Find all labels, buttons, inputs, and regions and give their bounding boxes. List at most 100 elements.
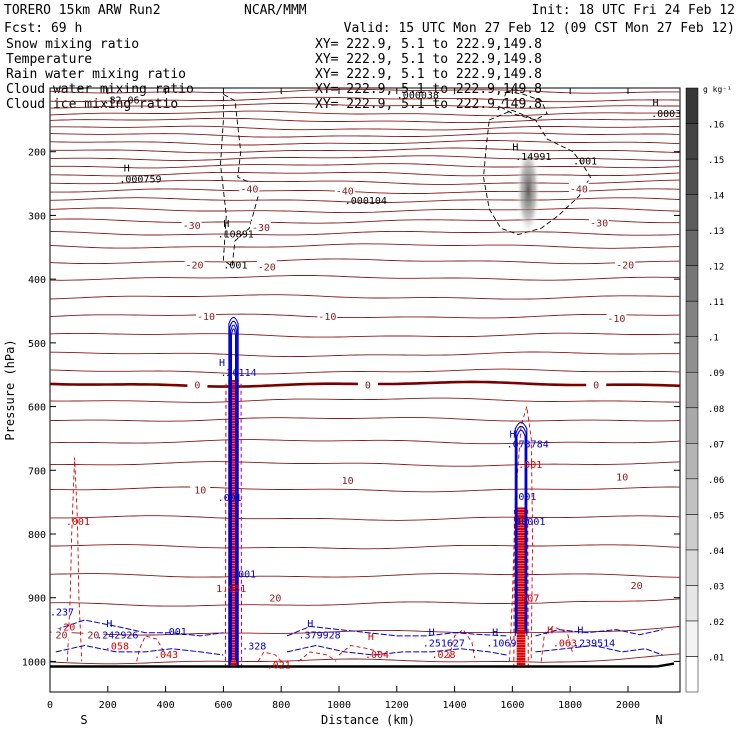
temperature-label: -10 (197, 312, 215, 323)
temperature-label-bg (184, 258, 205, 270)
colorbar-cell (685, 300, 699, 337)
temperature-label-bg (615, 258, 636, 270)
contour-annotation: .26114 (221, 368, 257, 379)
temperature-label: 20 (56, 631, 68, 642)
legend-label-cloud-ice: Cloud ice mixing ratio (6, 97, 178, 112)
contour-annotation: .028 (431, 650, 455, 661)
contour-annotation: 1.951 (216, 584, 246, 595)
temperature-contour (49, 258, 680, 265)
temperature-contour (49, 368, 681, 375)
cloud-water-contour (230, 328, 237, 661)
contour-annotation: H (547, 626, 553, 637)
colorbar-tick-label: .13 (708, 227, 724, 237)
legend-label-temperature: Temperature (6, 52, 92, 67)
x-tick-label: 800 (272, 700, 290, 711)
temperature-label-bg (187, 378, 208, 390)
temperature-label: 10 (616, 473, 628, 484)
x-tick-label: 1400 (443, 700, 467, 711)
legend-label-rain: Rain water mixing ratio (6, 67, 186, 82)
temperature-contour (49, 88, 680, 94)
contour-annotation: .001 (218, 493, 242, 504)
colorbar-cell (685, 585, 699, 622)
y-tick-label: 200 (28, 148, 46, 159)
y-axis-title: Pressure (hPa) (3, 339, 17, 440)
contour-annotation: .021 (267, 661, 291, 672)
rain-contours (66, 379, 574, 668)
temperature-contour (49, 110, 681, 117)
contour-annotation: .001 (66, 517, 90, 528)
contour-annotation: .058 (105, 641, 129, 652)
temperature-contours (49, 88, 681, 665)
contour-annotation: H (429, 627, 435, 638)
temperature-contour (49, 397, 681, 403)
colorbar-tick-label: .16 (708, 121, 724, 131)
colorbar-tick-label: .07 (708, 440, 724, 450)
x-tick-label: 600 (214, 700, 232, 711)
cloud-water-contour (286, 644, 507, 656)
y-tick-label: 800 (28, 530, 46, 541)
temperature-contour (50, 275, 680, 281)
legend: Snow mixing ratio XY= 222.9, 5.1 to 222.… (6, 37, 542, 112)
colorbar-cell (685, 443, 699, 480)
colorbar-cell (685, 194, 699, 231)
contour-annotation: .000104 (345, 196, 387, 207)
x-tick-label: 1800 (558, 700, 582, 711)
x-axis-title: Distance (km) (321, 713, 415, 727)
rain-contour (513, 508, 529, 668)
direction-end: N (655, 713, 662, 727)
contour-annotation: .237 (50, 608, 74, 619)
temperature-label-bg (317, 310, 338, 322)
cloud-water-contour (535, 644, 663, 656)
contour-annotation: H (223, 219, 229, 230)
colorbar-tick-label: .04 (708, 547, 724, 557)
contour-annotation: H (512, 143, 518, 154)
cloud-water-contour (55, 644, 224, 656)
contour-annotation: .063 (553, 638, 577, 649)
cloud-water-contour (535, 629, 663, 637)
temperature-contour (49, 417, 681, 422)
header-init: Init: 18 UTC Fri 24 Feb 12 (532, 3, 736, 18)
x-tick-label: 1000 (327, 700, 351, 711)
temperature-contour (49, 598, 681, 607)
cloud-water-contour (228, 316, 239, 668)
cloud-water-contour (55, 619, 224, 637)
temperature-contour (49, 626, 681, 636)
legend-xy-rain: XY= 222.9, 5.1 to 222.9,149.8 (315, 67, 542, 82)
contour-annotation: H (368, 632, 374, 643)
colorbar-cell (685, 620, 699, 657)
temperature-label: 0 (593, 380, 599, 391)
contour-annotation: H (106, 619, 112, 630)
colorbar-tick-label: .09 (708, 369, 724, 379)
colorbar-cell (685, 514, 699, 551)
y-tick-label: 1000 (22, 657, 46, 668)
temperature-label-bg (568, 182, 589, 194)
temperature-label-bg (239, 182, 260, 194)
colorbar-tick-label: .02 (708, 618, 724, 628)
temperature-label: -20 (185, 260, 203, 271)
colorbar-unit: g kg⁻¹ (703, 85, 732, 94)
legend-xy-cloud-ice: XY= 222.9, 5.1 to 222.9,149.8 (315, 97, 542, 112)
temperature-label: -10 (318, 312, 336, 323)
legend-xy-snow: XY= 222.9, 5.1 to 222.9,149.8 (315, 37, 542, 52)
contour-annotation: .001 (232, 569, 256, 580)
temperature-contour (49, 294, 680, 300)
temperature-contour (49, 147, 681, 154)
colorbar-tick-label: .15 (708, 156, 724, 166)
contour-annotation: .239514 (573, 638, 615, 649)
temperature-label-bg (83, 628, 104, 640)
colorbar-cell (685, 407, 699, 444)
temperature-label: -40 (570, 185, 588, 196)
contour-annotation: .001 (573, 157, 597, 168)
cloud-ice-contours (220, 90, 591, 268)
temperature-label-bg (357, 378, 378, 390)
x-tick-label: 400 (157, 700, 175, 711)
contour-annotation: .10891 (218, 229, 254, 240)
temperature-label: 10 (342, 476, 354, 487)
temperature-label: 0 (194, 380, 200, 391)
rain-contour (298, 651, 337, 662)
temperature-label-bg (51, 628, 72, 640)
colorbar: g kg⁻¹ .01 .02 .03 .04 .05 .06 .07 .08 .09 .1 .11.… (685, 85, 732, 693)
contour-annotation: .242926 (96, 631, 138, 642)
rain-contour (224, 381, 243, 668)
temperature-contour (49, 573, 681, 578)
